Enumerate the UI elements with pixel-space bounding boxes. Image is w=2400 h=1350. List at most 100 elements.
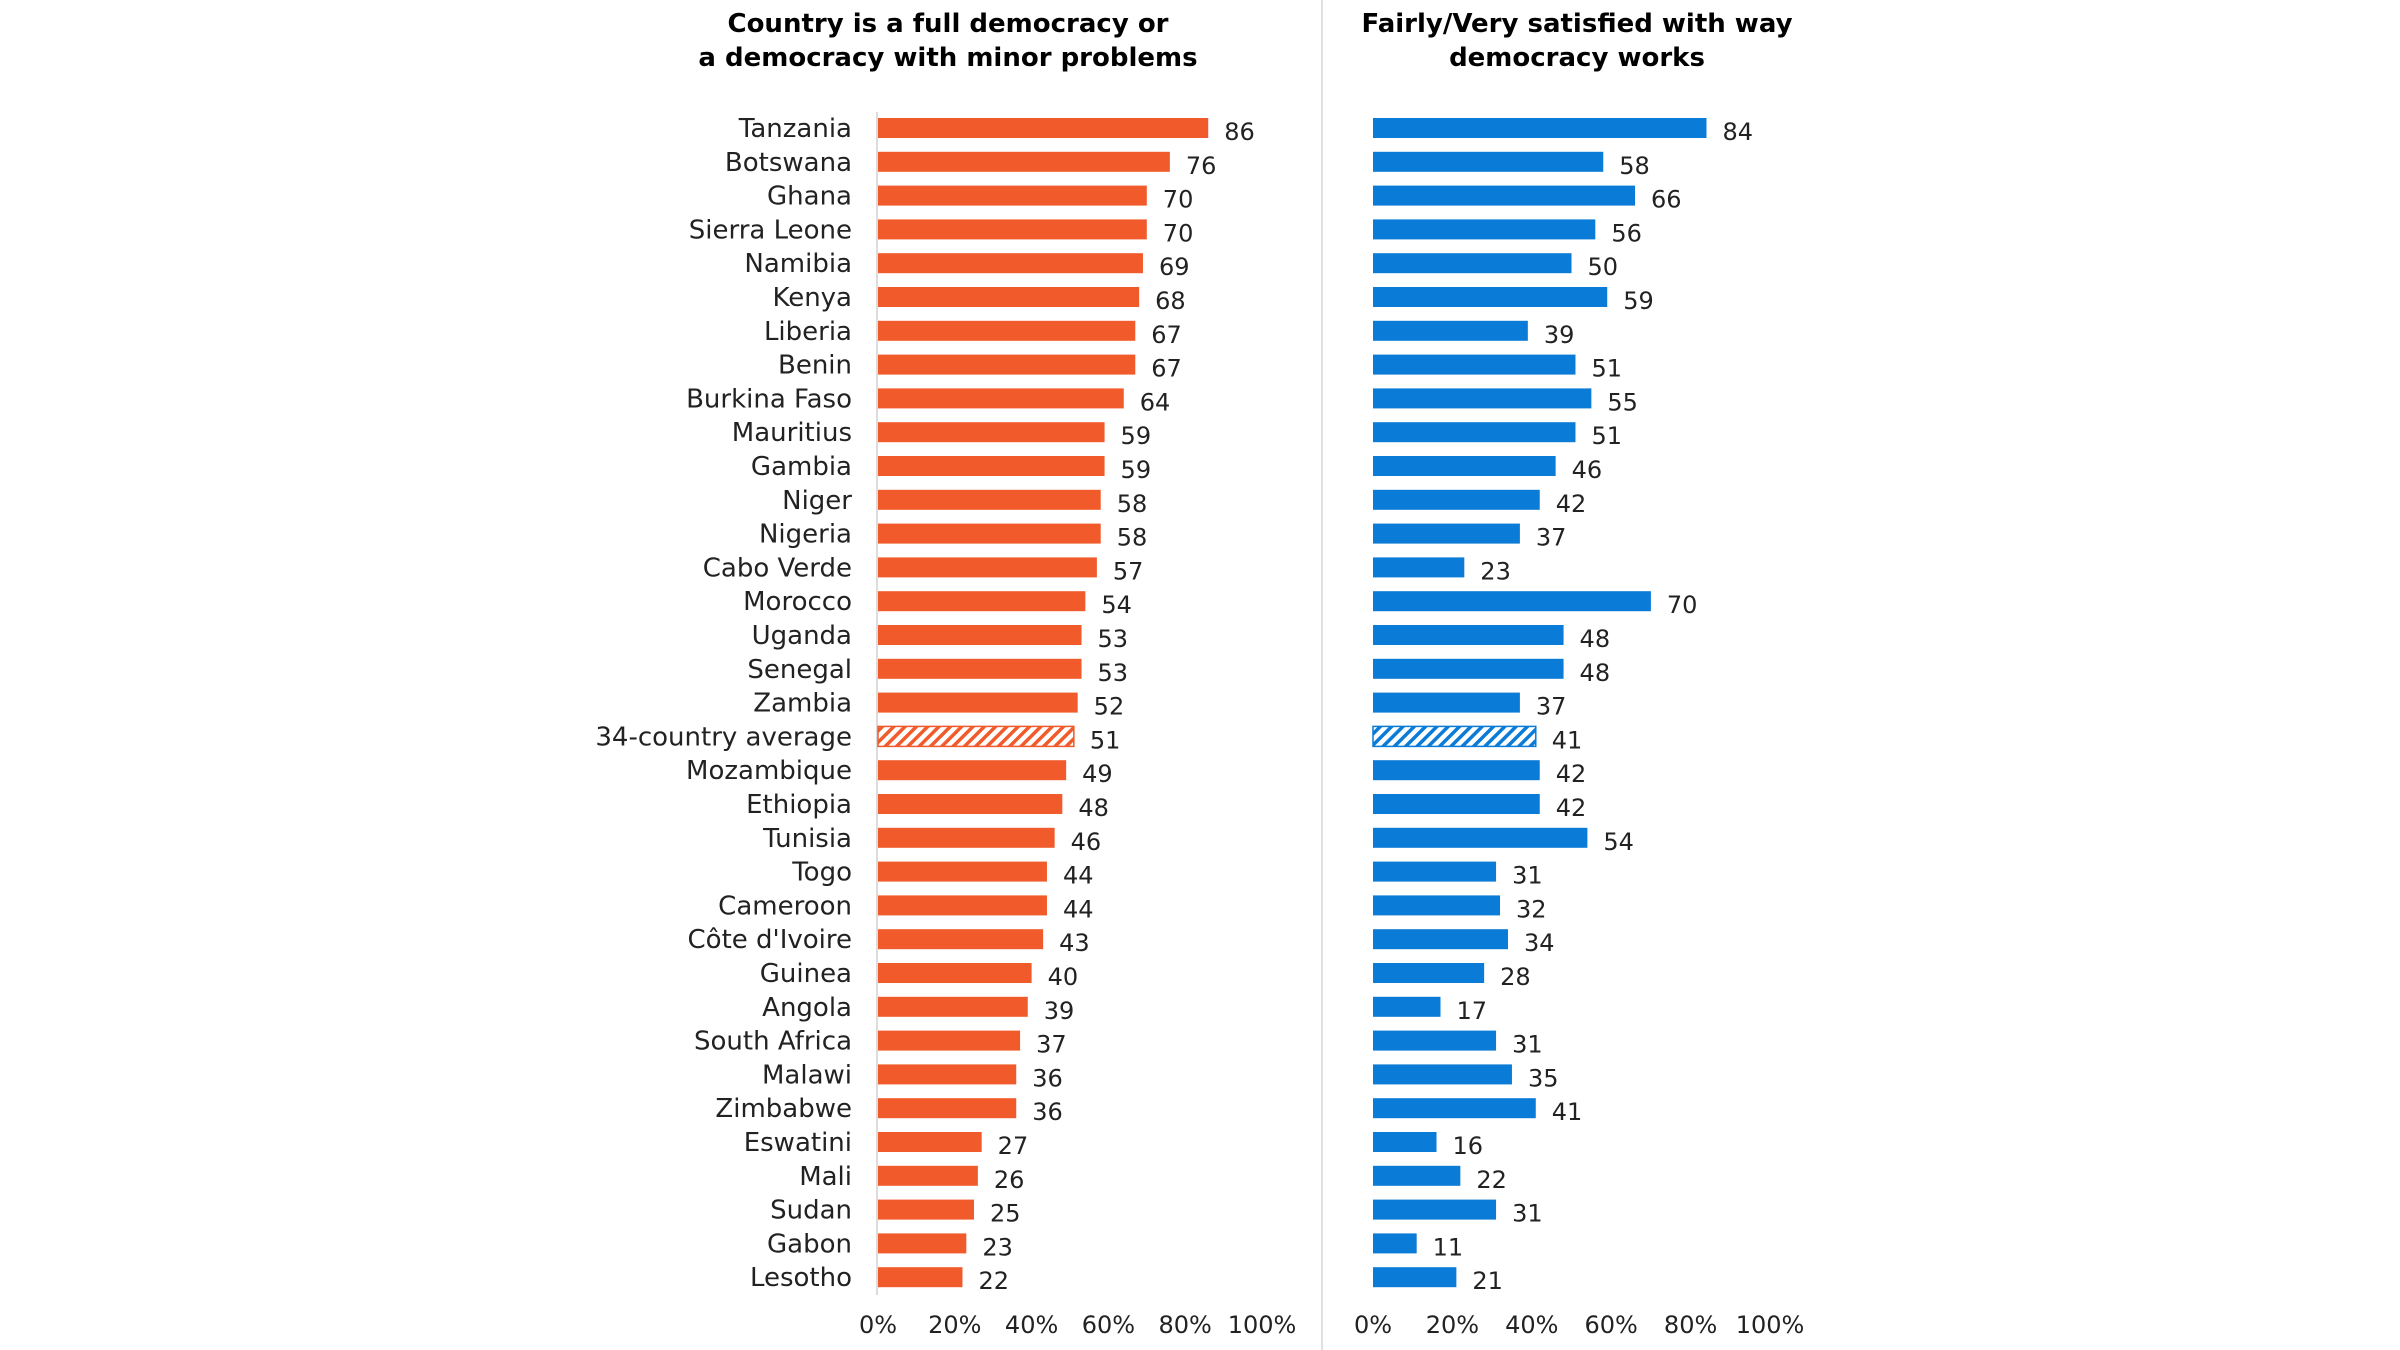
category-label-ethiopia: Ethiopia [746, 790, 852, 820]
left-panel: Country is a full democracy or a democra… [595, 9, 1296, 1339]
right-bar-zimbabwe [1373, 1098, 1536, 1119]
right-tick-label-2: 40% [1505, 1311, 1558, 1339]
right-value-label-botswana: 58 [1619, 152, 1650, 180]
category-label-niger: Niger [782, 486, 852, 516]
right-bar-namibia [1373, 253, 1572, 274]
right-bar-ghana [1373, 185, 1636, 206]
right-value-label-burkina-faso: 55 [1607, 388, 1638, 416]
left-value-label-sudan: 25 [990, 1200, 1021, 1228]
left-value-label-tanzania: 86 [1224, 118, 1255, 146]
right-value-label-kenya: 59 [1623, 287, 1654, 315]
category-label-togo: Togo [791, 858, 852, 888]
category-label-namibia: Namibia [744, 249, 852, 279]
right-tick-label-0: 0% [1354, 1311, 1392, 1339]
left-tick-label-5: 100% [1228, 1311, 1297, 1339]
left-value-label-niger: 58 [1117, 490, 1148, 518]
left-bar-sierra-leone [878, 219, 1147, 240]
left-bar-togo [878, 861, 1047, 882]
right-tick-label-1: 20% [1426, 1311, 1479, 1339]
left-value-label-burkina-faso: 64 [1140, 388, 1171, 416]
right-value-label-morocco: 70 [1667, 591, 1698, 619]
left-value-label-benin: 67 [1151, 355, 1182, 383]
right-bar-lesotho [1373, 1267, 1457, 1288]
right-value-label-34-country-average: 41 [1552, 726, 1583, 754]
left-bar-mauritius [878, 422, 1105, 443]
left-value-label-uganda: 53 [1098, 625, 1129, 653]
right-bar-liberia [1373, 320, 1528, 341]
category-label-gambia: Gambia [751, 452, 852, 482]
right-bar-eswatini [1373, 1132, 1437, 1152]
category-label-malawi: Malawi [762, 1060, 852, 1090]
left-bar-eswatini [878, 1132, 982, 1152]
category-label-nigeria: Nigeria [759, 520, 852, 550]
right-panel: Fairly/Very satisfied with way democracy… [1354, 9, 1804, 1339]
right-bar-cameroon [1373, 895, 1501, 916]
left-tick-label-3: 60% [1082, 1311, 1135, 1339]
left-tick-label-2: 40% [1005, 1311, 1058, 1339]
right-value-label-malawi: 35 [1528, 1064, 1559, 1092]
right-bar-sierra-leone [1373, 219, 1596, 240]
left-bar-uganda [878, 625, 1082, 645]
right-value-label-namibia: 50 [1588, 253, 1619, 281]
right-value-label-sudan: 31 [1512, 1200, 1543, 1228]
category-label-tunisia: Tunisia [762, 824, 852, 854]
right-value-label-mauritius: 51 [1591, 422, 1622, 450]
left-value-label-lesotho: 22 [978, 1267, 1009, 1295]
category-label-ghana: Ghana [767, 182, 852, 212]
right-value-label-c-te-d-ivoire: 34 [1524, 929, 1555, 957]
right-bar-guinea [1373, 963, 1485, 983]
left-bar-tunisia [878, 827, 1055, 848]
left-value-label-cabo-verde: 57 [1113, 557, 1144, 585]
category-label-senegal: Senegal [747, 655, 852, 685]
left-value-label-mauritius: 59 [1121, 422, 1152, 450]
right-bar-south-africa [1373, 1030, 1497, 1051]
left-bar-mozambique [878, 760, 1067, 781]
right-value-label-senegal: 48 [1580, 659, 1611, 687]
left-value-label-angola: 39 [1044, 997, 1075, 1025]
right-tick-label-4: 80% [1664, 1311, 1717, 1339]
left-value-label-tunisia: 46 [1071, 828, 1102, 856]
right-bar-gabon [1373, 1233, 1417, 1254]
left-bar-nigeria [878, 523, 1101, 544]
right-bar-mauritius [1373, 422, 1576, 443]
left-bar-niger [878, 489, 1101, 510]
left-value-label-mozambique: 49 [1082, 760, 1113, 788]
left-bar-senegal [878, 658, 1082, 679]
category-label-angola: Angola [762, 993, 852, 1023]
right-value-label-tanzania: 84 [1722, 118, 1753, 146]
left-value-label-namibia: 69 [1159, 253, 1190, 281]
category-label-34-country-average: 34-country average [595, 722, 852, 752]
left-tick-label-1: 20% [928, 1311, 981, 1339]
category-label-mali: Mali [799, 1162, 852, 1192]
category-label-guinea: Guinea [760, 959, 852, 989]
right-value-label-guinea: 28 [1500, 963, 1531, 991]
right-value-label-cameroon: 32 [1516, 895, 1547, 923]
right-value-label-uganda: 48 [1580, 625, 1611, 653]
left-tick-label-4: 80% [1159, 1311, 1212, 1339]
category-label-benin: Benin [778, 351, 852, 381]
right-value-label-eswatini: 16 [1453, 1132, 1484, 1160]
left-bar-morocco [878, 591, 1086, 612]
left-bar-mali [878, 1165, 978, 1186]
right-value-label-angola: 17 [1456, 997, 1487, 1025]
left-bar-botswana [878, 151, 1170, 172]
category-label-liberia: Liberia [764, 317, 852, 347]
left-value-label-guinea: 40 [1048, 963, 1079, 991]
right-bar-niger [1373, 489, 1540, 510]
left-bar-cabo-verde [878, 557, 1097, 578]
right-value-label-benin: 51 [1591, 355, 1622, 383]
right-tick-label-3: 60% [1585, 1311, 1638, 1339]
left-value-label-cameroon: 44 [1063, 895, 1094, 923]
left-bar-tanzania [878, 118, 1209, 138]
left-chart-title-line-1: Country is a full democracy or [727, 9, 1168, 39]
right-bar-ethiopia [1373, 794, 1540, 814]
right-bar-burkina-faso [1373, 388, 1592, 409]
category-label-sudan: Sudan [770, 1196, 852, 1226]
left-value-label-ghana: 70 [1163, 186, 1194, 214]
left-value-label-morocco: 54 [1101, 591, 1132, 619]
category-label-mozambique: Mozambique [686, 756, 852, 786]
left-bar-burkina-faso [878, 388, 1124, 409]
right-bar-angola [1373, 996, 1441, 1017]
left-bar-cameroon [878, 895, 1047, 916]
right-value-label-ghana: 66 [1651, 186, 1682, 214]
